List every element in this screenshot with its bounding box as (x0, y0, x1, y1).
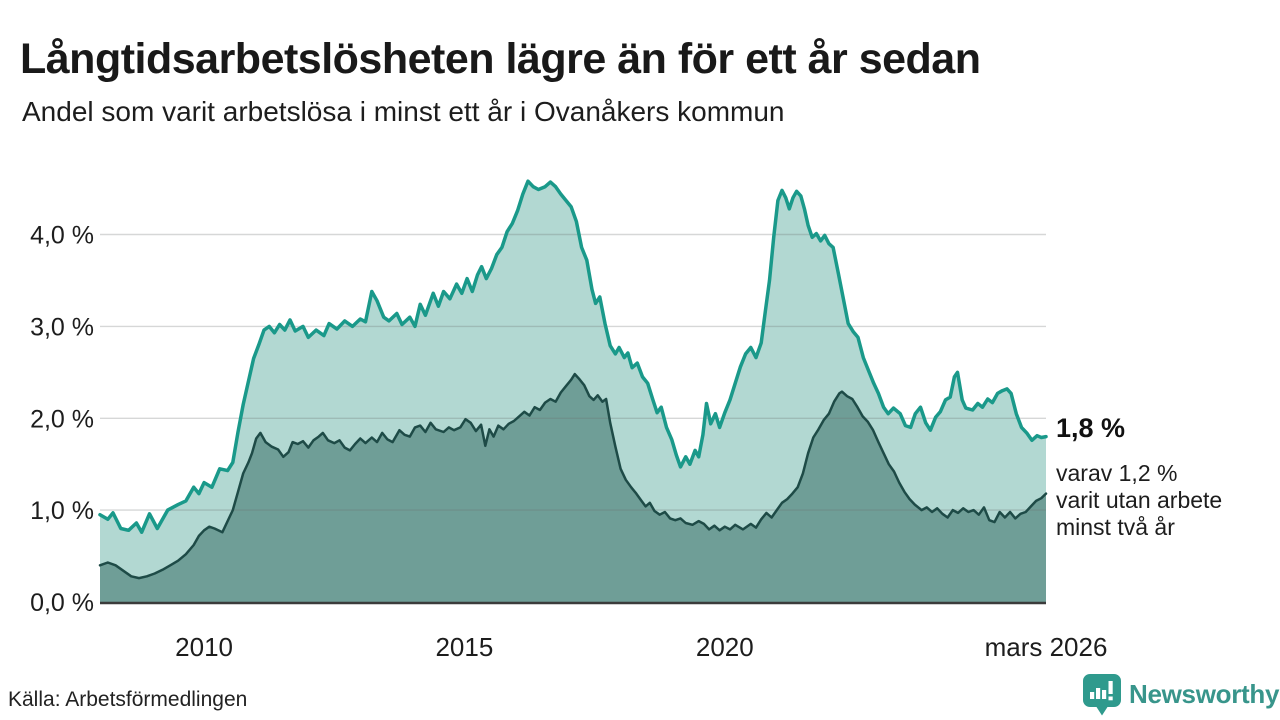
y-axis-tick-label: 3,0 % (30, 313, 94, 341)
annotation-line-2: varit utan arbete (1056, 487, 1223, 513)
y-axis-tick-label: 4,0 % (30, 222, 94, 250)
x-axis-tick-label: 2010 (175, 632, 233, 662)
annotation-line-1: varav 1,2 % (1056, 460, 1178, 486)
end-value-annotation: 1,8 % varav 1,2 % varit utan arbete mins… (1056, 413, 1276, 541)
page-subtitle: Andel som varit arbetslösa i minst ett å… (22, 96, 785, 127)
x-axis-tick-label: 2020 (696, 632, 754, 662)
series-line-1 (98, 372, 1048, 580)
y-axis-tick-label: 1,0 % (30, 497, 94, 525)
x-axis-tick-label: mars 2026 (985, 632, 1108, 662)
newsworthy-logo: Newsworthy (1082, 673, 1279, 716)
series-area-1 (100, 374, 1046, 602)
newsworthy-logo-text: Newsworthy (1129, 679, 1280, 709)
y-axis-tick-label: 0,0 % (30, 589, 94, 617)
page-title: Långtidsarbetslösheten lägre än för ett … (20, 34, 981, 83)
y-axis-tick-label: 2,0 % (30, 405, 94, 433)
newsworthy-logo-icon (1083, 674, 1121, 716)
series-line-0 (98, 179, 1048, 534)
annotation-line-3: minst två år (1056, 514, 1175, 540)
x-axis-tick-label: 2015 (435, 632, 493, 662)
source-credit: Källa: Arbetsförmedlingen (8, 688, 248, 711)
latest-value-label: 1,8 % (1056, 413, 1126, 443)
